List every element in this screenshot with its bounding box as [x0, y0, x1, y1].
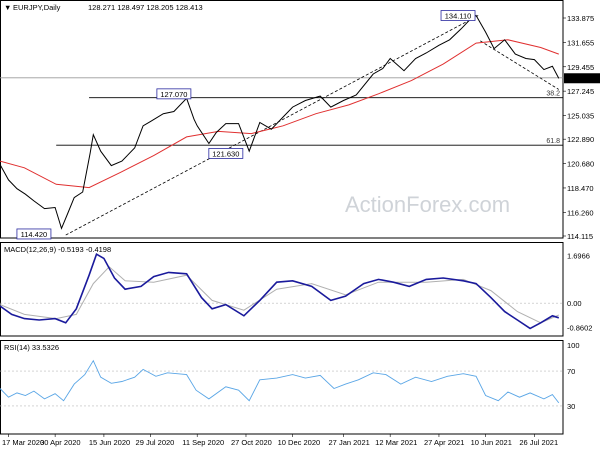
date-axis-label: 10 Dec 2020: [278, 438, 321, 447]
macd-axis-label: -0.8602: [567, 323, 592, 332]
macd-title: MACD(12,26,9) -0.5193 -0.4198: [4, 245, 111, 254]
current-price-tag: [564, 73, 600, 84]
price-axis-label: 129.455: [567, 63, 594, 72]
level-box: [208, 148, 244, 159]
level-box-label: 121.630: [212, 149, 239, 158]
level-box-label: 114.420: [21, 230, 48, 239]
rsi-panel-frame: [0, 340, 564, 435]
price-axis-label: 118.470: [567, 184, 594, 193]
price-axis-label: 114.115: [567, 232, 593, 241]
level-box: [156, 88, 192, 100]
date-axis-label: 30 Apr 2020: [40, 438, 80, 447]
price-axis-label: 133.875: [567, 14, 594, 23]
annotations: 134.110 127.070 121.630 114.420: [16, 10, 476, 240]
date-axis-label: 29 Jul 2020: [136, 438, 175, 447]
price-panel-frame: [0, 0, 564, 239]
price-axis-label: 122.890: [567, 135, 594, 144]
macd-panel: [0, 253, 563, 330]
date-axis-label: 27 Apr 2021: [424, 438, 464, 447]
rsi-line: [0, 359, 560, 404]
header-triangle-icon: ▼: [4, 3, 11, 12]
date-axis-label: 15 Jun 2020: [89, 438, 130, 447]
rsi-axis-label: 100: [567, 341, 580, 350]
price-panel: 38.2 61.8: [0, 14, 563, 236]
price-axis-label: 116.260: [567, 208, 594, 217]
trend-channel-line: [480, 40, 559, 90]
rsi-panel: [0, 359, 563, 407]
rsi-axis-label: 30: [567, 402, 575, 411]
level-box: [440, 10, 476, 21]
macd-signal-line: [0, 266, 559, 324]
fib-label: 38.2: [546, 91, 560, 98]
fib-label: 61.8: [546, 138, 560, 145]
sma-line: [0, 39, 559, 189]
rsi-axis-label: 70: [567, 367, 575, 376]
watermark: ActionForex.com: [345, 192, 510, 217]
level-box-label: 127.070: [160, 90, 187, 99]
price-axis-label: 120.680: [567, 160, 594, 169]
date-axis-label: 12 Mar 2021: [375, 438, 417, 447]
macd-axis-label: 0.00: [567, 299, 582, 308]
axes: 133.875 131.655 129.455 127.245 125.035 122.8…: [2, 14, 600, 447]
price-axis-label: 125.035: [567, 112, 594, 121]
macd-axis-label: 1.6966: [567, 252, 590, 261]
date-axis-label: 27 Jan 2021: [329, 438, 370, 447]
date-axis-label: 10 Jun 2021: [471, 438, 512, 447]
date-axis-label: 11 Sep 2020: [182, 438, 224, 447]
current-price-label: 128.413: [567, 74, 594, 83]
price-axis-label: 127.245: [567, 87, 594, 96]
date-axis-label: 26 Jul 2021: [519, 438, 558, 447]
rsi-title: RSI(14) 33.5326: [4, 343, 59, 352]
price-axis-label: 131.655: [567, 38, 594, 47]
level-box: [16, 228, 52, 240]
macd-panel-frame: [0, 242, 564, 337]
date-axis-label: 27 Oct 2020: [231, 438, 272, 447]
chart-header: ▼ EURJPY,Daily 128.271 128.497 128.205 1…: [4, 3, 203, 12]
level-box-label: 134.110: [445, 12, 472, 21]
symbol-title: EURJPY,Daily: [13, 3, 61, 12]
ohlc-values: 128.271 128.497 128.205 128.413: [88, 3, 203, 12]
date-axis-label: 17 Mar 2020: [2, 438, 44, 447]
trend-channel-line: [65, 15, 479, 236]
macd-line: [0, 253, 560, 330]
